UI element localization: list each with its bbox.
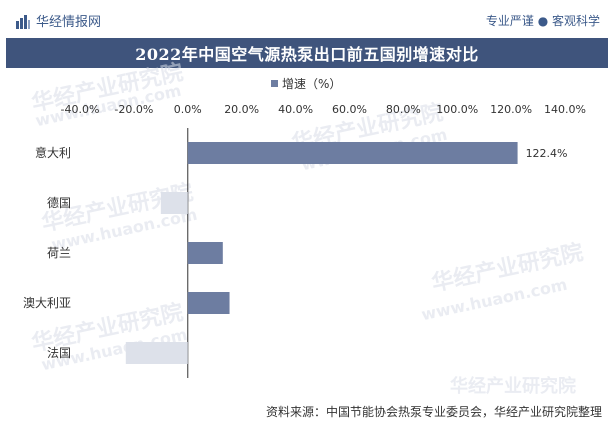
x-tick-label: 100.0% xyxy=(436,103,478,116)
x-tick-label: 140.0% xyxy=(544,103,586,116)
brand[interactable]: 华经情报网 xyxy=(16,11,101,30)
bar xyxy=(187,142,518,164)
category-label: 意大利 xyxy=(35,145,71,160)
bar xyxy=(125,342,188,364)
brand-name: 华经情报网 xyxy=(36,15,102,30)
slogan: 专业严谨 ● 客观科学 xyxy=(485,14,600,28)
category-label: 澳大利亚 xyxy=(23,296,71,310)
x-tick-label: 40.0% xyxy=(278,103,313,116)
x-tick-label: -40.0% xyxy=(61,103,100,116)
legend-label: 增速（%） xyxy=(282,77,341,91)
x-tick-label: -20.0% xyxy=(114,103,153,116)
category-label: 法国 xyxy=(47,346,71,360)
bar xyxy=(160,192,188,214)
bar xyxy=(187,292,230,314)
x-tick-label: 0.0% xyxy=(174,103,202,116)
header: 华经情报网 专业严谨 ● 客观科学 xyxy=(0,0,614,38)
brand-logo-icon xyxy=(16,14,30,29)
bar xyxy=(187,242,223,264)
chart-title: 2022年中国空气源热泵出口前五国别增速对比 xyxy=(135,45,479,64)
x-tick-label: 20.0% xyxy=(224,103,259,116)
category-label: 德国 xyxy=(47,195,71,210)
title-bar: 2022年中国空气源热泵出口前五国别增速对比 xyxy=(6,38,608,68)
x-tick-label: 60.0% xyxy=(332,103,367,116)
category-label: 荷兰 xyxy=(47,246,71,260)
source-note: 资料来源：中国节能协会热泵专业委员会，华经产业研究院整理 xyxy=(265,405,602,419)
x-tick-label: 80.0% xyxy=(386,103,421,116)
legend-swatch xyxy=(271,80,278,87)
x-tick-label: 120.0% xyxy=(490,103,532,116)
data-label: 122.4% xyxy=(526,147,568,160)
